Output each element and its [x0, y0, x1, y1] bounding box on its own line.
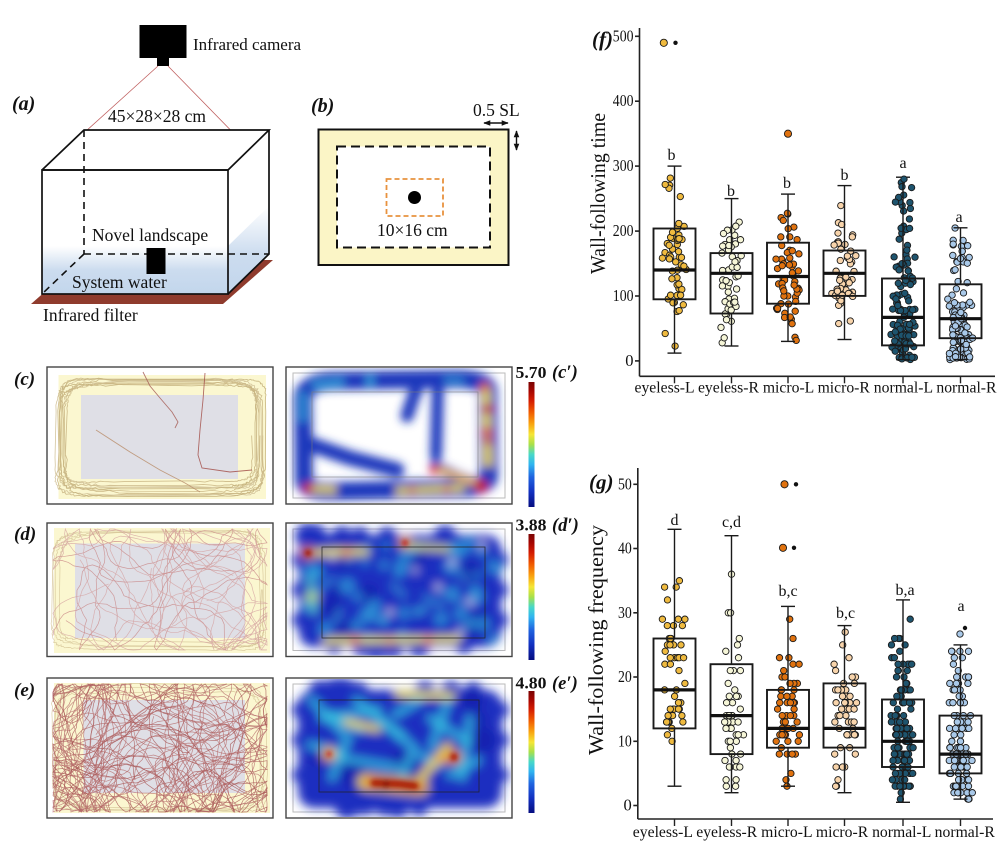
- svg-text:Wall-following time: Wall-following time: [586, 113, 610, 274]
- svg-text:10: 10: [618, 731, 632, 750]
- svg-text:Infrared camera: Infrared camera: [193, 35, 302, 54]
- svg-text:(e): (e): [14, 680, 35, 701]
- svg-text:b: b: [841, 167, 849, 184]
- svg-text:b: b: [783, 175, 791, 192]
- svg-text:40: 40: [618, 539, 632, 558]
- svg-text:50: 50: [618, 474, 632, 493]
- svg-text:0: 0: [624, 796, 632, 815]
- svg-text:b,c: b,c: [836, 605, 855, 622]
- svg-text:4.80: 4.80: [516, 674, 547, 693]
- svg-text:b,c: b,c: [778, 583, 797, 600]
- svg-text:100: 100: [613, 286, 634, 305]
- svg-text:(d′): (d′): [552, 516, 579, 536]
- svg-text:a: a: [955, 209, 962, 226]
- svg-text:(g): (g): [589, 470, 614, 494]
- svg-text:200: 200: [613, 221, 634, 240]
- svg-text:Novel landscape: Novel landscape: [92, 225, 208, 245]
- svg-text:Wall-following frequency: Wall-following frequency: [584, 524, 608, 755]
- svg-text:b: b: [668, 147, 676, 164]
- svg-text:b,a: b,a: [895, 582, 914, 599]
- svg-text:3.88: 3.88: [516, 516, 547, 535]
- svg-text:System water: System water: [72, 272, 167, 292]
- svg-text:45×28×28 cm: 45×28×28 cm: [108, 106, 206, 126]
- svg-text:(f): (f): [592, 27, 613, 51]
- svg-text:5.70: 5.70: [516, 363, 547, 382]
- svg-text:eyeless-L eyeless-R micro-L mi: eyeless-L eyeless-R micro-L micro-R norm…: [633, 824, 995, 841]
- svg-text:(d): (d): [14, 524, 36, 545]
- svg-text:a: a: [957, 598, 964, 615]
- svg-text:Infrared filter: Infrared filter: [43, 305, 138, 325]
- svg-text:300: 300: [613, 156, 634, 175]
- svg-text:(c′): (c′): [552, 363, 578, 383]
- svg-text:d: d: [671, 512, 679, 529]
- svg-text:0: 0: [625, 351, 633, 370]
- svg-text:c,d: c,d: [722, 514, 741, 531]
- svg-text:(c): (c): [14, 369, 35, 390]
- svg-text:0.5 SL: 0.5 SL: [473, 100, 520, 120]
- svg-text:20: 20: [618, 667, 632, 686]
- svg-text:(e′): (e′): [552, 674, 578, 694]
- svg-text:b: b: [727, 183, 735, 200]
- svg-text:30: 30: [618, 603, 632, 622]
- svg-text:500: 500: [613, 26, 634, 45]
- svg-text:eyeless-L eyeless-R micro-L mi: eyeless-L eyeless-R micro-L micro-R norm…: [635, 380, 997, 397]
- svg-text:(a): (a): [12, 93, 35, 115]
- svg-text:400: 400: [613, 91, 634, 110]
- svg-text:(b): (b): [311, 95, 334, 117]
- svg-text:a: a: [899, 155, 906, 172]
- svg-text:10×16 cm: 10×16 cm: [377, 220, 448, 240]
